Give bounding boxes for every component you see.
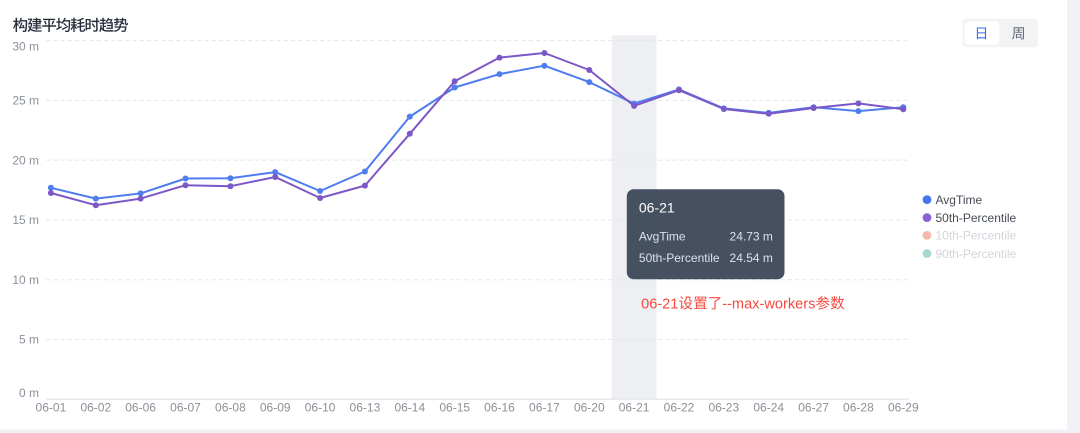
svg-text:15 m: 15 m <box>12 213 39 227</box>
svg-text:06-22: 06-22 <box>664 401 695 415</box>
svg-text:06-29: 06-29 <box>888 401 919 415</box>
svg-text:10th-Percentile: 10th-Percentile <box>936 229 1017 243</box>
svg-text:25 m: 25 m <box>12 94 39 108</box>
svg-text:20 m: 20 m <box>12 153 39 167</box>
svg-text:06-06: 06-06 <box>125 401 156 415</box>
svg-text:90th-Percentile: 90th-Percentile <box>936 247 1017 261</box>
svg-text:06-10: 06-10 <box>305 401 336 415</box>
svg-text:--max-workers: --max-workers <box>722 296 815 312</box>
svg-text:06-28: 06-28 <box>843 401 874 415</box>
svg-text:06-15: 06-15 <box>439 401 470 415</box>
svg-text:06-21: 06-21 <box>619 401 650 415</box>
svg-text:06-27: 06-27 <box>798 401 829 415</box>
svg-text:06-08: 06-08 <box>215 401 246 415</box>
svg-text:24.73 m: 24.73 m <box>730 230 773 244</box>
svg-text:AvgTime: AvgTime <box>639 230 686 244</box>
svg-text:06-14: 06-14 <box>394 401 425 415</box>
svg-text:06-21: 06-21 <box>639 200 675 216</box>
svg-text:06-21: 06-21 <box>641 296 678 312</box>
svg-text:0 m: 0 m <box>19 386 39 400</box>
svg-text:50th-Percentile: 50th-Percentile <box>639 251 720 265</box>
svg-text:30 m: 30 m <box>12 40 39 54</box>
svg-text:24.54 m: 24.54 m <box>730 251 773 265</box>
svg-text:5 m: 5 m <box>19 333 39 347</box>
svg-text:06-16: 06-16 <box>484 401 515 415</box>
svg-text:06-17: 06-17 <box>529 401 560 415</box>
svg-text:50th-Percentile: 50th-Percentile <box>936 211 1017 225</box>
svg-text:06-20: 06-20 <box>574 401 605 415</box>
svg-text:06-13: 06-13 <box>350 401 381 415</box>
svg-text:06-09: 06-09 <box>260 401 291 415</box>
svg-text:06-07: 06-07 <box>170 401 201 415</box>
svg-text:06-24: 06-24 <box>753 401 784 415</box>
svg-text:06-01: 06-01 <box>36 401 67 415</box>
svg-text:06-02: 06-02 <box>80 401 111 415</box>
svg-text:06-23: 06-23 <box>708 401 739 415</box>
svg-text:AvgTime: AvgTime <box>936 193 983 207</box>
svg-text:10 m: 10 m <box>12 273 39 287</box>
